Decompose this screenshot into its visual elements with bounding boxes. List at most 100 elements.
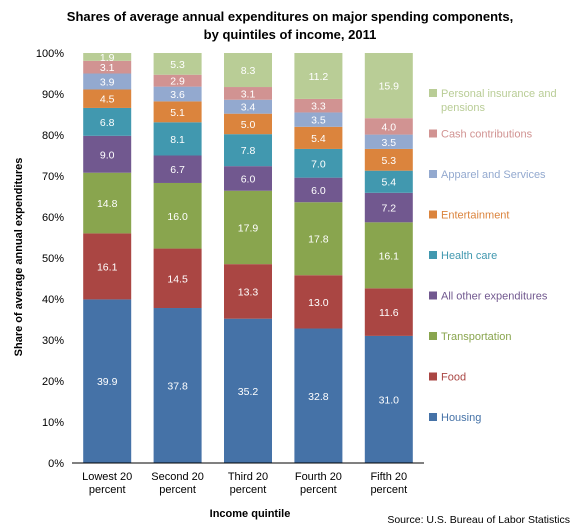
legend-swatch — [429, 210, 437, 219]
data-label: 3.4 — [241, 102, 256, 114]
legend-label: All other expenditures — [441, 291, 548, 303]
bar-segment — [364, 118, 413, 135]
data-label: 6.0 — [311, 185, 326, 197]
x-tick-label: percent — [159, 484, 196, 496]
data-label: 32.8 — [308, 391, 329, 403]
legend-label: Personal insurance and — [441, 88, 557, 100]
data-label: 8.3 — [241, 65, 256, 77]
x-tick-label: Lowest 20 — [82, 471, 132, 483]
legend-label: Housing — [441, 412, 481, 424]
data-label: 16.0 — [167, 211, 188, 223]
data-label: 13.0 — [308, 297, 329, 309]
data-label: 11.6 — [379, 307, 399, 319]
legend-label: Transportation — [441, 331, 512, 343]
data-label: 15.9 — [379, 81, 400, 93]
bar-segment — [153, 248, 202, 309]
y-tick-label: 50% — [42, 253, 64, 265]
bar-segment — [153, 122, 202, 156]
bar-segment — [364, 222, 413, 289]
data-label: 14.5 — [167, 273, 188, 285]
data-label: 16.1 — [379, 250, 400, 262]
x-tick-label: Third 20 — [228, 471, 268, 483]
legend-label: Health care — [441, 250, 497, 262]
x-tick-label: Fifth 20 — [370, 471, 407, 483]
y-axis-title: Share of average annual expenditures — [13, 158, 25, 357]
legend-label: pensions — [441, 102, 486, 114]
data-label: 39.9 — [97, 376, 118, 388]
data-label: 9.0 — [100, 149, 115, 161]
data-label: 6.7 — [170, 164, 185, 176]
chart-title: Shares of average annual expenditures on… — [67, 9, 513, 24]
bar-segment — [153, 308, 202, 463]
bar-segment — [83, 53, 132, 61]
legend-swatch — [429, 372, 437, 381]
x-tick-label: percent — [370, 484, 407, 496]
y-tick-label: 80% — [42, 130, 64, 142]
legend-swatch — [429, 251, 437, 259]
bar-segment — [294, 98, 343, 113]
bar-segment — [224, 264, 272, 319]
bar-segment — [153, 101, 202, 123]
bar-segment — [294, 126, 343, 149]
data-label: 6.0 — [241, 173, 256, 185]
data-label: 4.5 — [100, 94, 115, 106]
bar-segment — [83, 135, 132, 173]
y-axis-ticks: 0% 10% 20% 30% 40% 50% 60% 70% 80% 90% 100% — [36, 48, 64, 470]
bar-segment — [364, 148, 413, 171]
bar-segment — [83, 172, 132, 234]
bar-segment — [294, 53, 343, 99]
bar-segment — [224, 134, 272, 167]
bar-segment — [224, 190, 272, 265]
y-tick-label: 10% — [42, 417, 64, 429]
bar-segment — [153, 182, 202, 249]
legend-label: Cash contributions — [441, 129, 533, 141]
data-label: 5.3 — [170, 59, 185, 71]
bar-segment — [224, 99, 272, 114]
bar-segment — [294, 177, 343, 203]
data-label: 6.8 — [100, 117, 115, 129]
legend-swatch — [429, 89, 437, 97]
bar-segment — [224, 166, 272, 191]
data-label: 14.8 — [97, 198, 118, 210]
data-label: 3.5 — [311, 115, 326, 127]
y-tick-label: 40% — [42, 294, 64, 306]
bar-segment — [83, 299, 132, 463]
data-label: 37.8 — [167, 381, 188, 393]
bar-segment — [364, 288, 413, 336]
data-label: 1.9 — [100, 52, 115, 64]
data-label: 7.8 — [241, 145, 256, 157]
x-tick-label: percent — [300, 484, 337, 496]
bar-segment — [153, 53, 202, 75]
data-label: 13.3 — [238, 286, 259, 298]
legend-swatch — [429, 332, 437, 340]
data-label: 8.1 — [170, 134, 185, 146]
data-label: 35.2 — [238, 386, 259, 398]
bar-segment — [294, 275, 343, 329]
chart-subtitle: by quintiles of income, 2011 — [204, 27, 377, 42]
bar-segment — [224, 318, 272, 463]
data-label: 7.0 — [311, 158, 326, 170]
data-label: 11.2 — [309, 71, 329, 83]
y-tick-label: 70% — [42, 171, 64, 183]
bar-segment — [294, 112, 343, 127]
data-label: 3.6 — [170, 89, 185, 101]
data-label: 3.3 — [311, 101, 326, 113]
data-label: 5.3 — [381, 155, 396, 167]
data-label: 16.1 — [97, 261, 118, 273]
legend-label: Food — [441, 372, 466, 384]
data-label: 2.9 — [170, 76, 185, 88]
bar-segment — [153, 74, 202, 87]
bar-segment — [364, 335, 413, 463]
bar-segment — [364, 134, 413, 149]
data-label: 3.1 — [241, 88, 256, 100]
bar-segment — [294, 328, 343, 463]
x-tick-label: Fourth 20 — [295, 471, 342, 483]
data-label: 31.0 — [379, 394, 400, 406]
bar-segment — [83, 233, 132, 300]
bars: 39.916.114.89.06.84.53.93.11.937.814.516… — [83, 52, 413, 463]
bar-segment — [83, 89, 132, 108]
legend-swatch — [429, 413, 437, 421]
legend-label: Entertainment — [441, 210, 509, 222]
